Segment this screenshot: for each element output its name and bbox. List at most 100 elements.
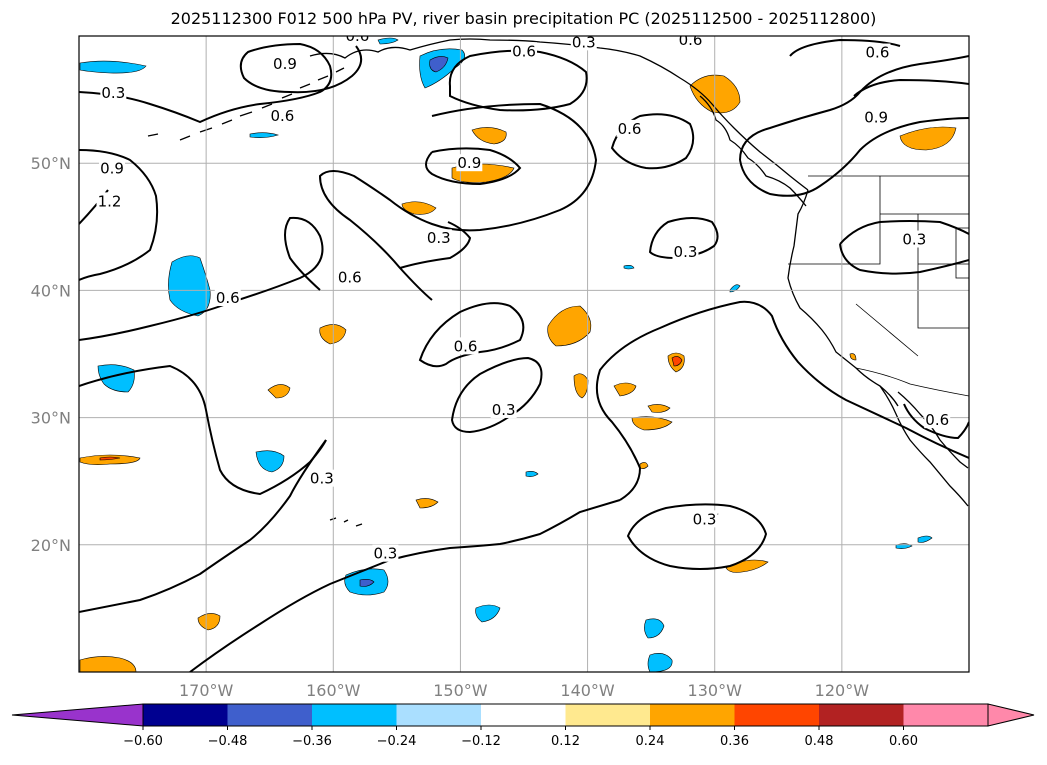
colorbar-segment xyxy=(227,704,312,726)
british-columbia-coast xyxy=(699,95,807,207)
contour-label: 1.2 xyxy=(98,192,122,210)
pv-contour xyxy=(739,117,969,197)
neg-precip-patch xyxy=(255,450,285,473)
contour-label: 0.6 xyxy=(346,27,370,45)
neg-precip-patch xyxy=(249,132,280,138)
contour-label: 0.6 xyxy=(618,120,642,138)
colorbar-tick-label: 0.36 xyxy=(720,734,749,749)
contour-label-background xyxy=(372,544,399,562)
colorbar-tick-label: −0.36 xyxy=(292,734,332,749)
pos-precip-patch xyxy=(613,382,637,397)
contour-label-background xyxy=(96,192,123,210)
neg-precip-patch xyxy=(377,37,399,45)
contour-label-background xyxy=(924,411,951,429)
pv-contour-labels: 0.9 0.3 0.6 0.9 1.2 0.6 0.6 0.3 0.6 0.6 0.6 0.9 0.9 0… xyxy=(96,27,951,563)
contour-label-background xyxy=(616,119,643,137)
pos-precip-patch xyxy=(725,559,769,573)
pos-precip-patch xyxy=(99,456,121,461)
pos-precip-patch xyxy=(267,384,291,399)
pv-contour xyxy=(739,55,969,161)
pos-precip-patch xyxy=(631,416,673,431)
pos-precip-patch xyxy=(547,305,592,347)
pv-contour xyxy=(596,300,969,501)
colorbar-segment xyxy=(819,704,904,726)
pv-contour xyxy=(789,38,901,57)
colorbar-tick-label: −0.12 xyxy=(461,734,501,749)
contour-label-background xyxy=(672,243,699,261)
us-west-coast xyxy=(787,189,899,407)
contour-label: 0.9 xyxy=(100,159,124,177)
latitude-tick-label: 20°N xyxy=(31,536,71,555)
pos-precip-patch xyxy=(401,201,437,215)
us-state-lines xyxy=(788,176,969,357)
colorbar-segment xyxy=(565,704,650,726)
contour-label-background xyxy=(214,289,241,307)
contour-label: 0.3 xyxy=(492,401,516,419)
contour-label-background xyxy=(456,154,483,172)
contour-label-background xyxy=(452,337,479,355)
pv-contour xyxy=(425,147,522,186)
contour-label: 0.9 xyxy=(273,55,297,73)
pv-contour xyxy=(79,216,324,341)
contour-label: 0.6 xyxy=(216,289,240,307)
longitude-tick-label: 170°W xyxy=(179,681,234,700)
longitude-tick-label: 140°W xyxy=(560,681,615,700)
contour-label-background xyxy=(336,268,363,286)
neg-precip-patch xyxy=(475,604,501,623)
contour-label: 0.6 xyxy=(866,44,890,62)
colorbar-segment xyxy=(312,704,397,726)
contour-label-background xyxy=(100,84,127,102)
contour-label: 0.6 xyxy=(925,411,949,429)
map-plot-area: 0.9 0.3 0.6 0.9 1.2 0.6 0.6 0.3 0.6 0.6 0.6 0.9 0.9 0… xyxy=(79,27,969,672)
pv-contour xyxy=(610,113,695,170)
colorbar-segment xyxy=(734,704,819,726)
pos-precip-patch xyxy=(639,462,649,469)
pos-precip-patch xyxy=(849,353,857,361)
contour-label: 0.6 xyxy=(679,31,703,49)
alaska-coastline xyxy=(309,38,809,191)
colorbar-tick-label: 0.60 xyxy=(889,734,918,749)
neg-precip-patch xyxy=(647,653,673,672)
pv-contour xyxy=(399,221,472,269)
contour-label: 0.3 xyxy=(902,231,926,249)
neg-precip-patch xyxy=(79,60,147,74)
contour-label-background xyxy=(863,108,890,126)
pos-precip-patch xyxy=(471,127,507,145)
pv-contour xyxy=(839,243,969,275)
latitude-tick-label: 50°N xyxy=(31,154,71,173)
colorbar-tick-label: 0.48 xyxy=(805,734,834,749)
pos-precip-patch xyxy=(79,656,137,672)
contour-label: 0.9 xyxy=(864,108,888,126)
pv-contour xyxy=(79,42,363,124)
contour-label-background xyxy=(677,36,704,48)
colorbar-extend-high xyxy=(987,703,1035,727)
map-title: 2025112300 F012 500 hPa PV, river basin … xyxy=(170,9,877,28)
latitude-tick-label: 30°N xyxy=(31,409,71,428)
contour-label-background xyxy=(691,510,718,528)
neg-precip-patch xyxy=(525,471,539,477)
colorbar-segment xyxy=(903,704,988,726)
contour-label-background xyxy=(864,43,891,61)
contour-label-background xyxy=(425,229,452,247)
pos-precip-patch xyxy=(671,356,683,367)
longitude-tick-label: 130°W xyxy=(688,681,743,700)
contour-label: 0.3 xyxy=(310,470,334,488)
pv-contour xyxy=(79,149,159,281)
neg-precip-patch xyxy=(429,56,449,73)
contour-label-background xyxy=(99,159,126,177)
pv-contour xyxy=(450,356,543,434)
pos-precip-patch xyxy=(573,373,589,399)
pos-precip-patch xyxy=(647,404,671,413)
contour-label: 0.6 xyxy=(454,337,478,355)
neg-precip-patch xyxy=(917,535,933,543)
coastlines xyxy=(147,38,969,527)
pv-contour xyxy=(318,102,598,301)
map-frame xyxy=(78,35,970,673)
colorbar-segment xyxy=(396,704,481,726)
contour-label-background xyxy=(308,469,335,487)
pos-precip-patch xyxy=(415,498,439,509)
contour-label: 0.6 xyxy=(270,107,294,125)
colorbar-tick-label: −0.60 xyxy=(123,734,163,749)
contour-label-background xyxy=(511,42,537,60)
